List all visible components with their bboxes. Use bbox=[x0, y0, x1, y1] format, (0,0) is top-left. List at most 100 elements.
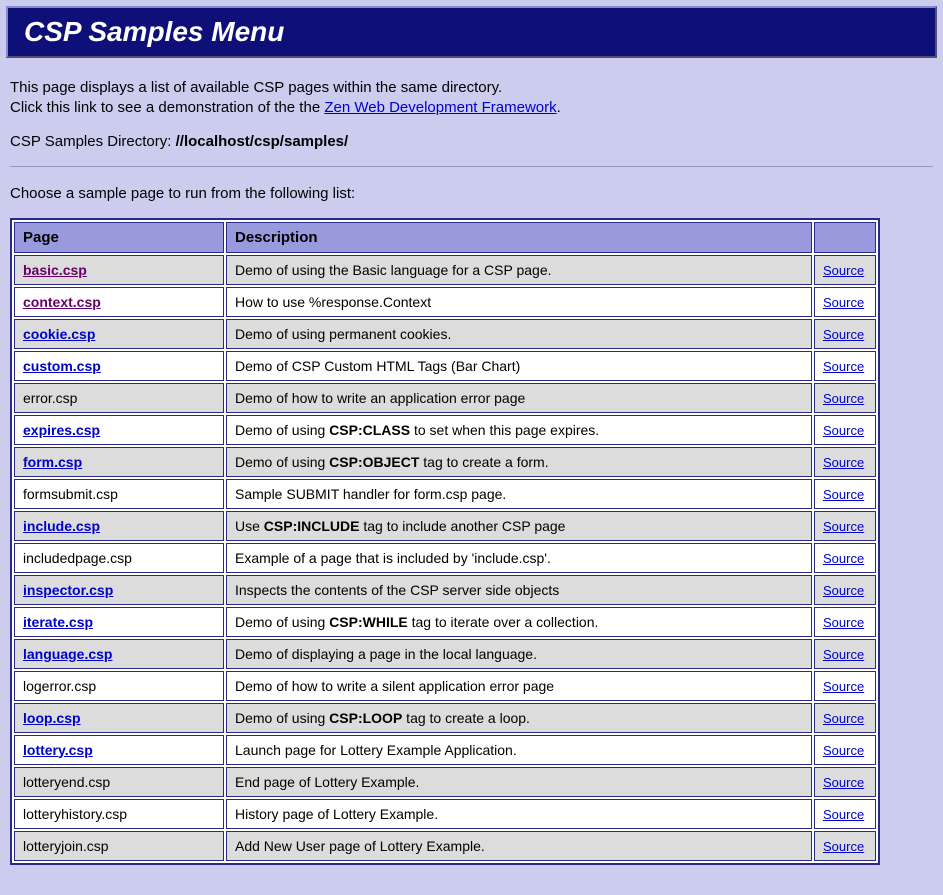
table-row: error.cspDemo of how to write an applica… bbox=[14, 383, 876, 413]
source-link[interactable]: Source bbox=[823, 775, 864, 790]
page-name: lotteryjoin.csp bbox=[23, 838, 109, 854]
source-link[interactable]: Source bbox=[823, 551, 864, 566]
page-cell: expires.csp bbox=[14, 415, 224, 445]
page-cell: context.csp bbox=[14, 287, 224, 317]
description-cell: How to use %response.Context bbox=[226, 287, 812, 317]
page-cell: logerror.csp bbox=[14, 671, 224, 701]
source-link[interactable]: Source bbox=[823, 647, 864, 662]
page-link[interactable]: cookie.csp bbox=[23, 326, 95, 342]
table-row: include.csp Use CSP:INCLUDE tag to includ… bbox=[14, 511, 876, 541]
description-cell: History page of Lottery Example. bbox=[226, 799, 812, 829]
source-link[interactable]: Source bbox=[823, 327, 864, 342]
source-cell: Source bbox=[814, 703, 876, 733]
page-name: includedpage.csp bbox=[23, 550, 132, 566]
page-name: lotteryend.csp bbox=[23, 774, 110, 790]
description-cell: Demo of using CSP:OBJECT tag to create a… bbox=[226, 447, 812, 477]
source-link[interactable]: Source bbox=[823, 679, 864, 694]
source-link[interactable]: Source bbox=[823, 807, 864, 822]
source-cell: Source bbox=[814, 639, 876, 669]
source-cell: Source bbox=[814, 511, 876, 541]
intro-text: This page displays a list of available C… bbox=[10, 78, 933, 119]
table-row: lottery.csp Launch page for Lottery Examp… bbox=[14, 735, 876, 765]
page-link[interactable]: lottery.csp bbox=[23, 742, 93, 758]
page-link[interactable]: basic.csp bbox=[23, 262, 87, 278]
page-title: CSP Samples Menu bbox=[24, 16, 284, 47]
header-description: Description bbox=[226, 222, 812, 253]
source-link[interactable]: Source bbox=[823, 743, 864, 758]
page-cell: includedpage.csp bbox=[14, 543, 224, 573]
page-cell: custom.csp bbox=[14, 351, 224, 381]
samples-table: Page Description basic.csp Demo of using … bbox=[10, 218, 880, 865]
intro-line2-post: . bbox=[557, 99, 561, 116]
page-link[interactable]: iterate.csp bbox=[23, 614, 93, 630]
source-link[interactable]: Source bbox=[823, 487, 864, 502]
description-cell: Use CSP:INCLUDE tag to include another C… bbox=[226, 511, 812, 541]
source-link[interactable]: Source bbox=[823, 295, 864, 310]
description-cell: Demo of how to write a silent applicatio… bbox=[226, 671, 812, 701]
header-page: Page bbox=[14, 222, 224, 253]
page-link[interactable]: form.csp bbox=[23, 454, 82, 470]
source-link[interactable]: Source bbox=[823, 391, 864, 406]
source-link[interactable]: Source bbox=[823, 359, 864, 374]
page-cell: lotteryhistory.csp bbox=[14, 799, 224, 829]
table-row: inspector.cspInspects the contents of th… bbox=[14, 575, 876, 605]
page-cell: iterate.csp bbox=[14, 607, 224, 637]
table-row: cookie.cspDemo of using permanent cookie… bbox=[14, 319, 876, 349]
zen-link[interactable]: Zen Web Development Framework bbox=[324, 99, 556, 116]
page-cell: loop.csp bbox=[14, 703, 224, 733]
table-row: basic.csp Demo of using the Basic languag… bbox=[14, 255, 876, 285]
description-cell: End page of Lottery Example. bbox=[226, 767, 812, 797]
source-cell: Source bbox=[814, 319, 876, 349]
page-cell: language.csp bbox=[14, 639, 224, 669]
source-cell: Source bbox=[814, 607, 876, 637]
page-name: formsubmit.csp bbox=[23, 486, 118, 502]
table-row: context.csp How to use %response.Context S… bbox=[14, 287, 876, 317]
table-row: lotteryjoin.cspAdd New User page of Lott… bbox=[14, 831, 876, 861]
table-row: logerror.cspDemo of how to write a silen… bbox=[14, 671, 876, 701]
content: This page displays a list of available C… bbox=[0, 58, 943, 871]
table-row: form.csp Demo of using CSP:OBJECT tag to … bbox=[14, 447, 876, 477]
page-cell: inspector.csp bbox=[14, 575, 224, 605]
source-cell: Source bbox=[814, 831, 876, 861]
page-link[interactable]: language.csp bbox=[23, 646, 112, 662]
source-link[interactable]: Source bbox=[823, 423, 864, 438]
source-link[interactable]: Source bbox=[823, 615, 864, 630]
header-source bbox=[814, 222, 876, 253]
source-cell: Source bbox=[814, 479, 876, 509]
source-link[interactable]: Source bbox=[823, 711, 864, 726]
description-cell: Demo of displaying a page in the local l… bbox=[226, 639, 812, 669]
source-link[interactable]: Source bbox=[823, 839, 864, 854]
table-row: expires.cspDemo of using CSP:CLASS to se… bbox=[14, 415, 876, 445]
page-cell: cookie.csp bbox=[14, 319, 224, 349]
source-cell: Source bbox=[814, 543, 876, 573]
source-link[interactable]: Source bbox=[823, 583, 864, 598]
table-row: loop.cspDemo of using CSP:LOOP tag to cr… bbox=[14, 703, 876, 733]
directory-label: CSP Samples Directory: bbox=[10, 133, 176, 150]
table-row: iterate.cspDemo of using CSP:WHILE tag t… bbox=[14, 607, 876, 637]
choose-text: Choose a sample page to run from the fol… bbox=[10, 185, 933, 202]
table-row: formsubmit.cspSample SUBMIT handler for … bbox=[14, 479, 876, 509]
source-link[interactable]: Source bbox=[823, 455, 864, 470]
page-link[interactable]: expires.csp bbox=[23, 422, 100, 438]
page-link[interactable]: custom.csp bbox=[23, 358, 101, 374]
description-cell: Launch page for Lottery Example Applicat… bbox=[226, 735, 812, 765]
page-link[interactable]: include.csp bbox=[23, 518, 100, 534]
source-link[interactable]: Source bbox=[823, 263, 864, 278]
source-cell: Source bbox=[814, 415, 876, 445]
page-cell: error.csp bbox=[14, 383, 224, 413]
description-cell: Example of a page that is included by 'i… bbox=[226, 543, 812, 573]
page-cell: lotteryend.csp bbox=[14, 767, 224, 797]
description-cell: Demo of CSP Custom HTML Tags (Bar Chart) bbox=[226, 351, 812, 381]
source-cell: Source bbox=[814, 575, 876, 605]
page-link[interactable]: loop.csp bbox=[23, 710, 81, 726]
description-cell: Demo of using the Basic language for a C… bbox=[226, 255, 812, 285]
source-link[interactable]: Source bbox=[823, 519, 864, 534]
intro-line1: This page displays a list of available C… bbox=[10, 79, 502, 96]
table-row: lotteryend.csp End page of Lottery Exampl… bbox=[14, 767, 876, 797]
page-cell: form.csp bbox=[14, 447, 224, 477]
page-link[interactable]: inspector.csp bbox=[23, 582, 113, 598]
page-name: lotteryhistory.csp bbox=[23, 806, 127, 822]
description-cell: Demo of how to write an application erro… bbox=[226, 383, 812, 413]
source-cell: Source bbox=[814, 287, 876, 317]
page-link[interactable]: context.csp bbox=[23, 294, 101, 310]
